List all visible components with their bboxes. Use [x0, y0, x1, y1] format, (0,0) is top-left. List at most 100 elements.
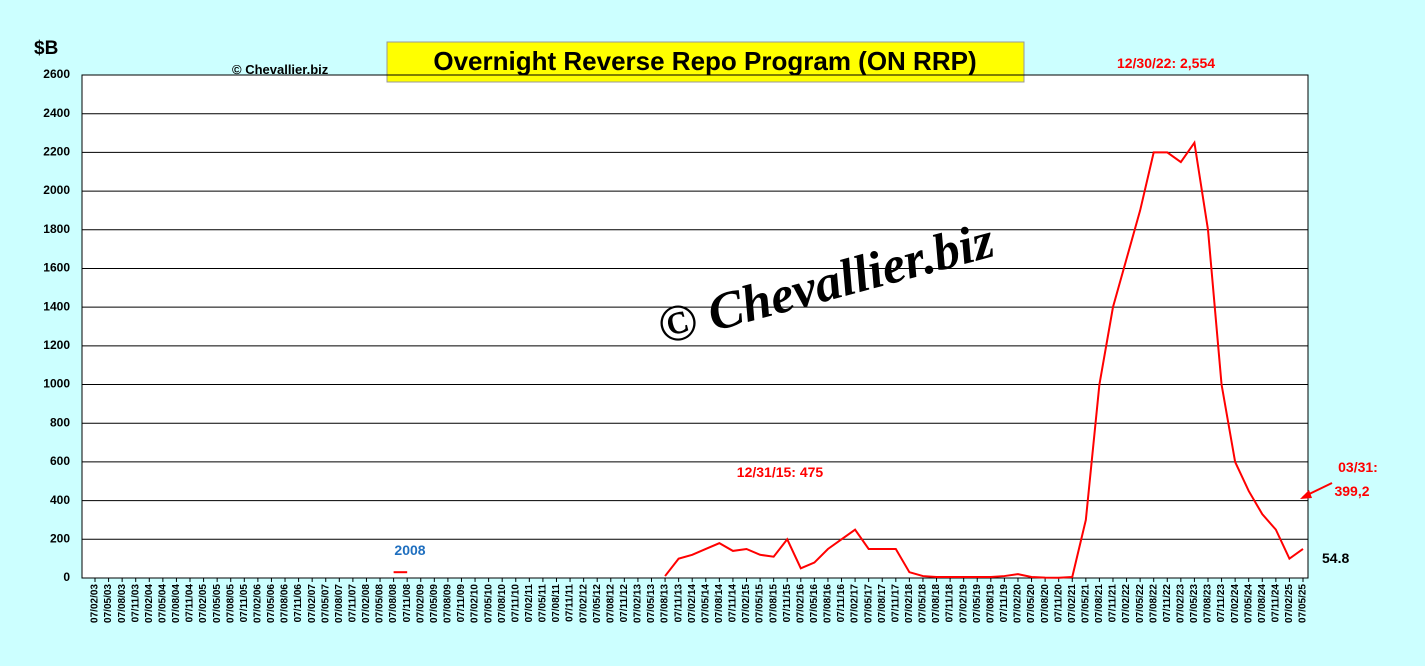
x-tick-label: 07/11/12 — [619, 584, 630, 623]
x-tick-label: 07/08/15 — [768, 584, 779, 623]
x-tick-label: 07/02/17 — [850, 584, 861, 623]
x-tick-label: 07/11/06 — [293, 584, 304, 623]
y-tick-label: 1200 — [43, 338, 70, 352]
x-tick-label: 07/02/04 — [144, 584, 155, 623]
x-tick-label: 07/05/04 — [158, 584, 169, 623]
y-tick-label: 2200 — [43, 145, 70, 159]
line — [664, 140, 1304, 579]
x-tick-label: 07/02/14 — [687, 584, 698, 623]
x-tick-label: 07/02/25 — [1284, 584, 1295, 623]
chart-title: Overnight Reverse Repo Program (ON RRP) — [433, 46, 976, 76]
x-tick-label: 07/08/16 — [823, 584, 834, 623]
annotation: 2008 — [394, 542, 425, 558]
x-tick-label: 07/05/12 — [592, 584, 603, 623]
y-tick-label: 0 — [63, 570, 70, 584]
x-tick-label: 07/11/07 — [348, 584, 359, 623]
x-tick-label: 07/11/09 — [456, 584, 467, 623]
x-tick-label: 07/11/14 — [728, 584, 739, 623]
x-tick-label: 07/08/06 — [280, 584, 291, 623]
x-tick-label: 07/02/06 — [253, 584, 264, 623]
y-tick-label: 200 — [50, 531, 70, 545]
x-tick-label: 07/05/03 — [103, 584, 114, 623]
annotation: 399,2 — [1334, 483, 1369, 499]
x-tick-label: 07/11/16 — [836, 584, 847, 623]
x-tick-label: 07/02/05 — [198, 584, 209, 623]
x-tick-label: 07/02/24 — [1230, 584, 1241, 623]
x-tick-label: 07/08/05 — [225, 584, 236, 623]
x-tick-label: 07/02/16 — [795, 584, 806, 623]
x-tick-label: 07/11/03 — [130, 584, 141, 623]
x-tick-label: 07/11/24 — [1270, 584, 1281, 623]
x-tick-label: 07/08/23 — [1203, 584, 1214, 623]
x-tick-label: 07/02/20 — [1013, 584, 1024, 623]
x-tick-label: 07/05/10 — [483, 584, 494, 623]
x-tick-label: 07/11/04 — [185, 584, 196, 623]
x-tick-label: 07/11/18 — [945, 584, 956, 623]
x-tick-label: 07/05/17 — [863, 584, 874, 623]
x-tick-label: 07/11/05 — [239, 584, 250, 623]
x-tick-label: 07/11/19 — [999, 584, 1010, 623]
y-tick-label: 1400 — [43, 299, 70, 313]
y-tick-label: 1000 — [43, 377, 70, 391]
x-tick-label: 07/05/06 — [266, 584, 277, 623]
x-tick-label: 07/02/22 — [1121, 584, 1132, 623]
x-tick-label: 07/05/07 — [320, 584, 331, 623]
x-tick-label: 07/11/11 — [565, 584, 576, 622]
x-tick-label: 07/08/11 — [551, 584, 562, 623]
x-tick-label: 07/02/18 — [904, 584, 915, 623]
x-tick-label: 07/05/18 — [918, 584, 929, 623]
x-tick-label: 07/05/19 — [972, 584, 983, 623]
annotation: 54.8 — [1322, 550, 1349, 566]
x-tick-label: 07/05/13 — [646, 584, 657, 623]
plot-area — [81, 74, 1309, 579]
x-tick-label: 07/08/13 — [660, 584, 671, 623]
x-tick-label: 07/02/21 — [1067, 584, 1078, 623]
y-tick-label: 2000 — [43, 183, 70, 197]
x-tick-label: 07/08/21 — [1094, 584, 1105, 623]
x-tick-label: 07/08/08 — [388, 584, 399, 623]
x-tick-label: 07/05/05 — [212, 584, 223, 623]
x-tick-label: 07/08/19 — [985, 584, 996, 623]
x-tick-label: 07/02/12 — [578, 584, 589, 623]
y-tick-label: 1600 — [43, 261, 70, 275]
annotation: 12/30/22: 2,554 — [1117, 55, 1215, 71]
x-tick-label: 07/02/23 — [1175, 584, 1186, 623]
annotation: 03/31: — [1338, 459, 1378, 475]
y-axis-label: $B — [34, 38, 58, 59]
x-tick-label: 07/11/10 — [510, 584, 521, 623]
x-tick-label: 07/08/12 — [605, 584, 616, 623]
x-tick-label: 07/08/20 — [1040, 584, 1051, 623]
x-tick-label: 07/08/22 — [1148, 584, 1159, 623]
x-tick-label: 07/05/24 — [1243, 584, 1254, 623]
x-tick-label: 07/05/22 — [1135, 584, 1146, 623]
x-tick-label: 07/02/13 — [633, 584, 644, 623]
x-tick-label: 07/08/10 — [497, 584, 508, 623]
x-tick-label: 07/11/20 — [1053, 584, 1064, 623]
x-tick-label: 07/05/21 — [1080, 584, 1091, 623]
x-tick-label: 07/05/09 — [429, 584, 440, 623]
x-tick-label: 07/11/13 — [673, 584, 684, 623]
x-tick-label: 07/02/19 — [958, 584, 969, 623]
x-tick-label: 07/02/11 — [524, 584, 535, 623]
x-tick-label: 07/05/25 — [1298, 584, 1309, 623]
y-tick-label: 1800 — [43, 222, 70, 236]
x-tick-label: 07/05/14 — [700, 584, 711, 623]
x-tick-label: 07/02/07 — [307, 584, 318, 623]
y-tick-label: 2400 — [43, 106, 70, 120]
x-tick-label: 07/02/03 — [90, 584, 101, 623]
x-tick-label: 07/11/23 — [1216, 584, 1227, 623]
x-tick-label: 07/05/20 — [1026, 584, 1037, 623]
x-tick-label: 07/02/08 — [361, 584, 372, 623]
x-tick-label: 07/11/17 — [890, 584, 901, 623]
y-tick-label: 800 — [50, 415, 70, 429]
annotation-arrowhead — [1300, 490, 1312, 499]
source: © Chevallier.biz — [232, 62, 329, 77]
x-tick-label: 07/08/03 — [117, 584, 128, 623]
annotation: 12/31/15: 475 — [737, 464, 824, 480]
x-tick-label: 07/08/14 — [714, 584, 725, 623]
x-tick-label: 07/08/24 — [1257, 584, 1268, 623]
x-tick-label: 07/11/21 — [1108, 584, 1119, 623]
x-tick-label: 07/08/07 — [334, 584, 345, 623]
x-tick-label: 07/11/08 — [402, 584, 413, 623]
